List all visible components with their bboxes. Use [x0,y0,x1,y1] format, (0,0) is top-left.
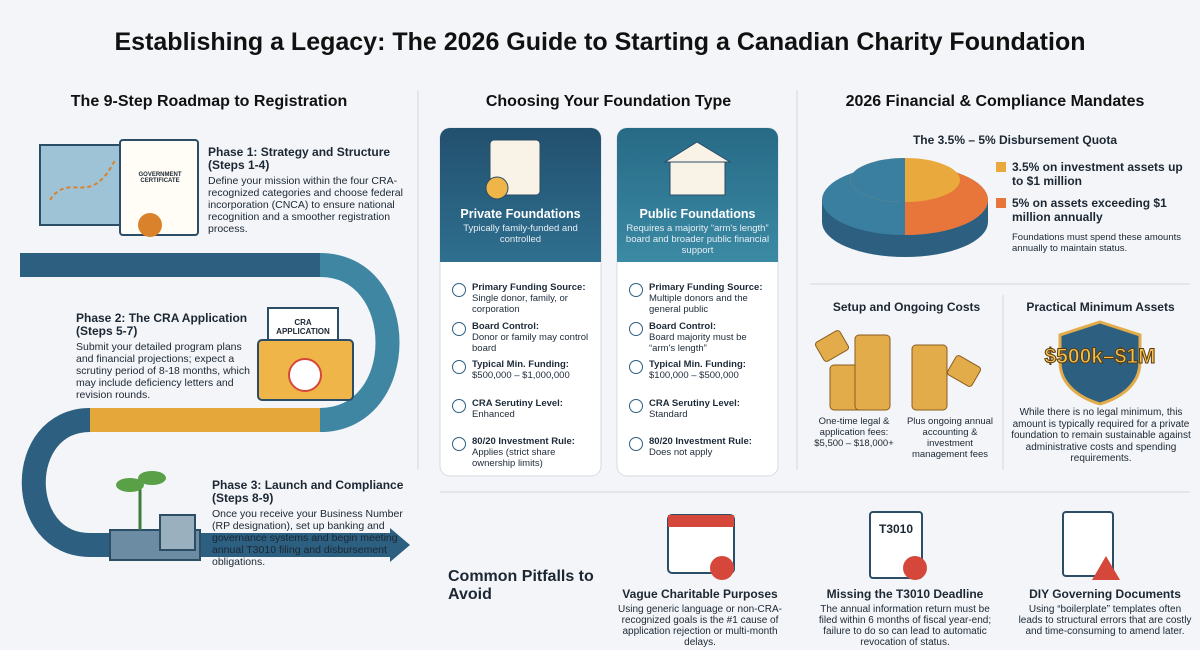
row-label: 80/20 Investment Rule: [649,436,752,447]
card-row: Typical Min. Funding: $500,000 – $1,000,0… [472,359,597,381]
badge: $500k–$1M [1044,345,1156,369]
card-row: 80/20 Investment Rule: Does not apply [649,436,774,458]
row-value: Applies (strict share ownership limits) [472,447,556,469]
card-title: Public Foundations [639,207,756,221]
row-label: Primary Funding Source: [472,282,586,293]
row-label: 80/20 Investment Rule: [472,436,575,447]
row-label: Primary Funding Source: [649,282,763,293]
dividers [417,90,1190,493]
row-value: Enhanced [472,408,515,420]
phase: Phase 3: Launch and Compliance (Steps 8-… [212,478,407,569]
icon-text: T3010 [878,522,914,536]
row-label: CRA Serutiny Level: [472,397,563,409]
phase-title: Phase 3: Launch and Compliance (Steps 8-… [212,478,404,505]
legend-text: 3.5% on investment assets up to $1 milli… [1012,160,1183,188]
row-icon [452,283,466,297]
type-cards [439,127,779,477]
minimum-text: While there is no legal minimum, this am… [1011,407,1191,464]
card-subtitle: Requires a majority “arm's length” board… [625,223,770,256]
phase-2-icon [257,307,354,401]
card-row: Primary Funding Source: Multiple donors a… [649,282,774,315]
pitfall-title: Vague Charitable Purposes [622,587,778,601]
card-title: Private Foundations [460,207,581,221]
phase: Phase 1: Strategy and Structure (Steps 1… [208,145,403,236]
row-icon [452,360,466,374]
row-value: Donor or family may control board [472,331,589,354]
coins [814,330,982,411]
row-icon [629,398,643,413]
shield [1058,320,1142,406]
row-icon [452,398,466,413]
row-icon [629,283,643,297]
pitfall-text: Using “boilerplate” templates often lead… [1018,604,1192,637]
phase-title: Phase 2: The CRA Application (Steps 5-7) [76,311,248,338]
row-label: Typical Min. Funding: [649,359,746,370]
row-value: Multiple donors and the general public [649,293,748,315]
pitfall-text: The annual information return must be fi… [818,604,992,648]
pitfall-icons [667,511,1120,580]
quota-title: The 3.5% – 5% Disbursement Quota [912,133,1118,147]
section-title: Choosing Your Foundation Type [485,93,732,110]
cost-text: Plus ongoing annual accounting & investm… [906,416,994,460]
row-label: Typical Min. Funding: [472,359,569,370]
card-row: CRA Serutiny Level: Enhanced [472,398,597,420]
section-title: 2026 Financial & Compliance Mandates [845,93,1145,110]
card-row: Board Control: Board majority must be “ar… [649,321,774,354]
card-row: 80/20 Investment Rule: Applies (strict sh… [472,436,597,469]
phase-text: Submit your detailed program plans and f… [76,341,250,401]
row-icon [452,321,466,336]
row-label: Board Control: [649,320,717,332]
phase-text: Define your mission within the four CRA-… [208,175,403,235]
row-value: Board majority must be “arm's length” [649,331,747,354]
row-icon [452,437,466,451]
card-row: Primary Funding Source: Single donor, fam… [472,282,597,315]
legend-swatch [996,198,1006,208]
quota-note: Foundations must spend these amounts ann… [1012,232,1181,254]
row-icon [629,321,643,336]
row-label: Board Control: [472,320,540,332]
legend-swatch [996,162,1006,172]
row-value: Standard [649,408,688,420]
phase: Phase 2: The CRA Application (Steps 5-7)… [76,311,256,402]
row-value: $500,000 – $1,000,000 [472,370,570,381]
row-value: Single donor, family, or corporation [472,293,568,315]
card-row: Board Control: Donor or family may contro… [472,321,597,354]
section-title: The 9-Step Roadmap to Registration [70,93,348,110]
row-value: Does not apply [649,447,713,458]
card-subtitle: Typically family-funded and controlled [463,223,578,245]
phase-3-icon [109,471,201,561]
pitfall-title: Missing the T3010 Deadline [826,587,984,601]
card-row: CRA Serutiny Level: Standard [649,398,774,420]
row-value: $100,000 – $500,000 [649,370,739,381]
phase-text: Once you receive your Business Number (R… [212,508,403,568]
box-title: Setup and Ongoing Costs [832,300,981,314]
section-title: Common Pitfalls to Avoid [448,568,594,603]
cost-text: One-time legal & application fees: $5,50… [814,416,894,449]
icon-text: GOVERNMENT CERTIFICATE [138,172,182,184]
legend-text: 5% on assets exceeding $1 million annual… [1012,196,1167,224]
pitfall-title: DIY Governing Documents [1029,587,1181,601]
box-title: Practical Minimum Assets [1026,300,1175,314]
icon-text: CRA APPLICATION [276,318,330,336]
row-icon [629,360,643,374]
quota-graphic [822,158,988,257]
row-label: CRA Serutiny Level: [649,397,740,409]
pitfall-text: Using generic language or non-CRA-recogn… [618,604,782,648]
phase-title: Phase 1: Strategy and Structure (Steps 1… [208,145,391,172]
page-title: Establishing a Legacy: The 2026 Guide to… [114,28,1086,56]
row-icon [629,437,643,451]
card-row: Typical Min. Funding: $100,000 – $500,000 [649,359,774,381]
phase-1-icon [39,139,199,237]
